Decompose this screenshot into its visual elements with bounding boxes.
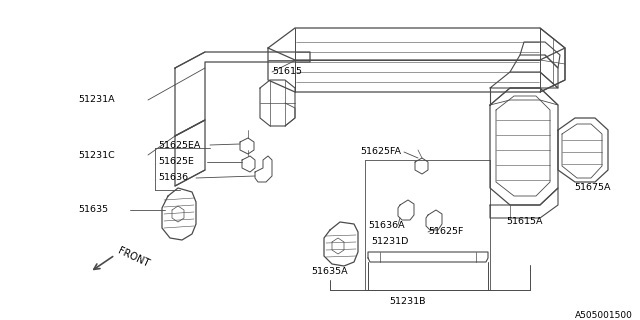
Text: FRONT: FRONT — [116, 245, 150, 268]
Text: 51615: 51615 — [272, 68, 302, 76]
Text: 51625E: 51625E — [158, 157, 194, 166]
Text: 51625EA: 51625EA — [158, 140, 200, 149]
Text: 51675A: 51675A — [574, 183, 611, 193]
Text: 51615A: 51615A — [506, 218, 543, 227]
Text: 51231A: 51231A — [78, 95, 115, 105]
Text: 51635: 51635 — [78, 205, 108, 214]
Text: 51636A: 51636A — [368, 220, 404, 229]
Text: 51625F: 51625F — [428, 228, 463, 236]
Text: 51635A: 51635A — [312, 268, 348, 276]
Text: A505001500: A505001500 — [575, 310, 633, 319]
Text: 51625FA: 51625FA — [360, 148, 401, 156]
Text: 51636: 51636 — [158, 173, 188, 182]
Text: 51231C: 51231C — [78, 150, 115, 159]
Text: 51231B: 51231B — [390, 298, 426, 307]
Text: 51231D: 51231D — [371, 237, 409, 246]
